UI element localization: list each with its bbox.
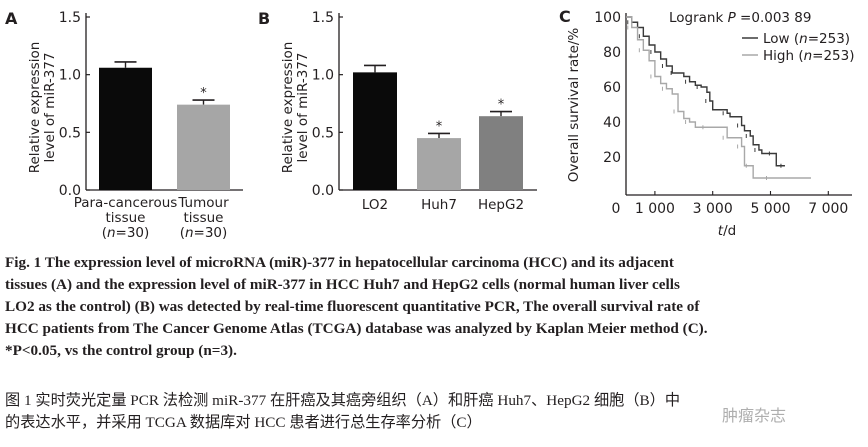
panel-c-legend: Low (n=253)High (n=253) (742, 31, 855, 64)
panel-b-bar-chart: B Relative expression level of miR-377 0.… (258, 9, 537, 213)
y-tick-label: 40 (603, 115, 621, 131)
y-tick-label: 0.5 (59, 125, 81, 141)
legend-label: High (n=253) (763, 48, 855, 64)
y-tick-label: 0.0 (59, 183, 81, 199)
panel-a-x-labels: Para-canceroustissue(n=30)Tumourtissue(n… (74, 195, 229, 241)
y-axis-label-line: level of miR-377 (42, 52, 58, 162)
figure-caption-chinese: 图 1 实时荧光定量 PCR 法检测 miR-377 在肝癌及其癌旁组织（A）和… (5, 390, 865, 434)
significance-marker: * (498, 98, 505, 113)
panel-c-axes: 20 40 60 80 100 0 1 000 3 000 5 000 7 000 (594, 10, 852, 217)
panel-a-bars: * (99, 61, 230, 190)
x-tick-label: (n=30) (102, 225, 150, 241)
x-tick-label: 3 000 (693, 201, 733, 217)
panel-c-logrank-annotation: Logrank P =0.003 89 (669, 10, 812, 26)
x-tick-label: 0 (612, 201, 621, 217)
caption-zh-line: 的表达水平，并采用 TCGA 数据库对 HCC 患者进行总生存率分析（C） (5, 414, 482, 431)
bar (417, 138, 461, 190)
x-tick-label: tissue (106, 210, 146, 226)
panel-b-bars: ** (353, 64, 523, 190)
x-tick-label: Para-cancerous (74, 195, 178, 211)
panel-b-x-labels: LO2 Huh7 HepG2 (362, 197, 524, 213)
y-tick-label: 100 (594, 10, 621, 26)
x-tick-label: 7 000 (808, 201, 848, 217)
y-tick-label: 0.0 (312, 183, 334, 199)
figure-caption-english: Fig. 1 The expression level of microRNA … (5, 252, 865, 362)
figure-panels: A Relative expression level of miR-377 0.… (5, 7, 855, 241)
panel-c-x-axis-label: t/d (718, 223, 736, 239)
panel-a-label: A (5, 9, 18, 28)
x-tick-label: tissue (184, 210, 224, 226)
bar (353, 72, 397, 190)
panel-a-bar-chart: A Relative expression level of miR-377 0.… (5, 9, 243, 241)
caption-en-line: HCC patients from The Cancer Genome Atla… (5, 320, 708, 337)
y-axis-label-line: Relative expression (27, 42, 43, 174)
x-tick-label: Tumour (177, 195, 229, 211)
caption-en-line: Fig. 1 The expression level of microRNA … (5, 254, 674, 271)
caption-en-line: *P<0.05, vs the control group (n=3). (5, 342, 237, 359)
caption-en-line: LO2 as the control) (B) was detected by … (5, 298, 700, 315)
caption-en-line: tissues (A) and the expression level of … (5, 276, 680, 293)
y-tick-label: 80 (603, 45, 621, 61)
survival-curve (626, 16, 811, 179)
x-tick-label: 5 000 (750, 201, 790, 217)
y-tick-label: 1.0 (59, 68, 81, 84)
journal-watermark: 肿瘤杂志 (722, 406, 787, 425)
panel-a-y-axis-label: Relative expression level of miR-377 (27, 42, 58, 174)
bar (479, 116, 523, 190)
x-tick-label: 1 000 (635, 201, 675, 217)
y-axis-label-line: Relative expression (280, 42, 296, 174)
y-tick-label: 1.0 (312, 68, 334, 84)
y-axis-label-line: level of miR-377 (295, 52, 311, 162)
x-tick-label: Huh7 (421, 197, 457, 213)
x-tick-label: LO2 (362, 197, 388, 213)
panel-b-label: B (258, 9, 270, 28)
y-tick-label: 20 (603, 150, 621, 166)
significance-marker: * (436, 119, 443, 134)
significance-marker: * (200, 86, 207, 101)
y-tick-label: 1.5 (59, 10, 81, 26)
bar (99, 67, 152, 190)
y-tick-label: 60 (603, 80, 621, 96)
panel-c-y-axis-label: Overall survival rate/% (566, 28, 582, 183)
caption-zh-line: 图 1 实时荧光定量 PCR 法检测 miR-377 在肝癌及其癌旁组织（A）和… (5, 392, 681, 409)
y-tick-label: 0.5 (312, 125, 334, 141)
panel-b-y-axis-label: Relative expression level of miR-377 (280, 42, 311, 174)
panel-c-survival-chart: C Overall survival rate/% 20 40 60 80 100 0 1 … (559, 7, 855, 239)
panel-c-label: C (559, 7, 571, 26)
legend-label: Low (n=253) (763, 31, 850, 47)
x-tick-label: HepG2 (478, 197, 524, 213)
survival-curve (626, 16, 785, 167)
x-tick-label: (n=30) (180, 225, 228, 241)
y-tick-label: 1.5 (312, 10, 334, 26)
bar (177, 104, 230, 190)
panel-c-survival-curves (626, 16, 811, 180)
